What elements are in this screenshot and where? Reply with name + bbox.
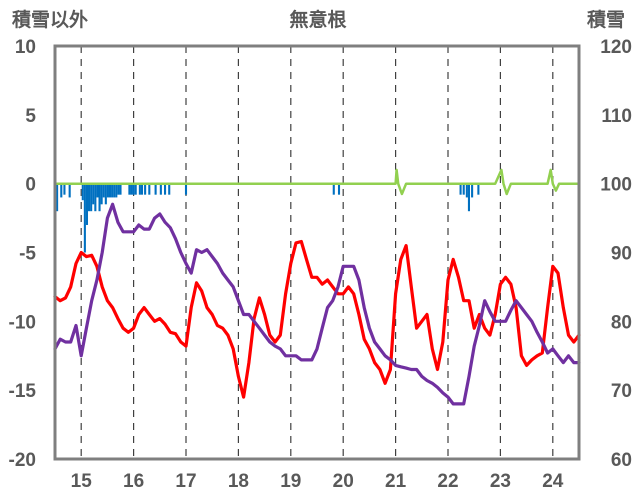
x-tick-15: 15: [71, 471, 93, 492]
blue-bar-36: [332, 183, 335, 195]
blue-bar-16: [106, 183, 109, 198]
left-tick--5: -5: [19, 244, 36, 265]
green-line: [53, 168, 581, 196]
x-tick-labels: 15 16 17 18 19 20 21 22 23 24: [71, 471, 564, 492]
blue-bar-15: [104, 183, 107, 205]
blue-bar-4: [81, 183, 84, 201]
blue-bar-40: [465, 183, 468, 198]
blue-bar-35: [184, 183, 188, 195]
blue-bar-28: [140, 183, 144, 195]
blue-bar-30: [148, 183, 151, 195]
blue-bar-11: [96, 183, 99, 198]
right-tick-60: 60: [611, 450, 632, 471]
x-tick-20: 20: [333, 471, 354, 492]
blue-bar-25: [132, 183, 135, 195]
x-tick-22: 22: [437, 471, 458, 492]
blue-bar-32: [159, 183, 162, 195]
blue-bar-series: [56, 183, 480, 253]
left-tick--15: -15: [9, 381, 37, 402]
blue-bar-13: [100, 183, 103, 205]
red-line: [53, 239, 581, 399]
blue-bar-29: [144, 183, 147, 195]
blue-bar-34: [168, 183, 171, 195]
blue-bar-38: [459, 183, 462, 195]
blue-bar-33: [163, 183, 167, 195]
right-tick-110: 110: [601, 106, 632, 127]
blue-bar-9: [92, 183, 95, 205]
blue-bar-3: [68, 183, 71, 198]
x-tick-18: 18: [228, 471, 249, 492]
blue-bar-31: [154, 183, 157, 195]
right-tick-120: 120: [600, 37, 632, 58]
right-tick-100: 100: [600, 175, 632, 196]
left-tick-0: 0: [25, 175, 36, 196]
right-tick-80: 80: [611, 312, 632, 333]
blue-bar-5: [83, 183, 86, 253]
blue-bar-1: [60, 183, 63, 198]
blue-bar-18: [111, 183, 114, 198]
x-tick-23: 23: [490, 471, 511, 492]
left-tick-5: 5: [25, 106, 36, 127]
plot-border: [53, 44, 581, 461]
blue-bar-0: [56, 183, 59, 212]
blue-bar-26: [134, 183, 137, 195]
left-tick--10: -10: [9, 312, 36, 333]
plot-frame: [53, 44, 581, 461]
blue-bar-7: [88, 183, 91, 212]
blue-bar-21: [117, 183, 120, 195]
right-tick-70: 70: [611, 381, 632, 402]
left-tick-10: 10: [15, 37, 36, 58]
blue-bar-17: [108, 183, 112, 198]
blue-bar-19: [113, 183, 116, 198]
right-tick-labels: 120 110 100 90 80 70 60: [600, 37, 632, 471]
grid-lines: [80, 46, 554, 459]
blue-bar-37: [337, 183, 341, 195]
line-series-group: [53, 168, 581, 406]
x-tick-17: 17: [175, 471, 196, 492]
right-tick-90: 90: [611, 244, 632, 265]
blue-bar-2: [63, 183, 66, 195]
right-axis-label: 積雪: [587, 8, 625, 31]
blue-bar-43: [477, 183, 480, 195]
blue-bar-22: [119, 183, 122, 195]
blue-bar-6: [85, 183, 89, 225]
x-tick-21: 21: [385, 471, 407, 492]
blue-bar-23: [128, 183, 131, 195]
blue-bar-27: [138, 183, 141, 195]
blue-bar-42: [471, 183, 474, 198]
blue-bar-12: [98, 183, 101, 212]
chart-title: 無意根: [289, 8, 346, 31]
blue-bar-8: [90, 183, 93, 212]
x-tick-19: 19: [280, 471, 301, 492]
blue-bar-39: [462, 183, 465, 195]
left-tick-labels: 10 5 0 -5 -10 -15 -20: [9, 37, 37, 471]
blue-bar-10: [94, 183, 97, 212]
purple-line: [53, 202, 581, 406]
left-axis-label: 積雪以外: [12, 8, 88, 31]
blue-bar-41: [467, 183, 471, 212]
blue-bar-24: [130, 183, 133, 195]
left-tick--20: -20: [9, 450, 36, 471]
x-tick-16: 16: [123, 471, 144, 492]
blue-bar-14: [102, 183, 105, 198]
x-tick-24: 24: [542, 471, 564, 492]
blue-bar-20: [115, 183, 118, 198]
